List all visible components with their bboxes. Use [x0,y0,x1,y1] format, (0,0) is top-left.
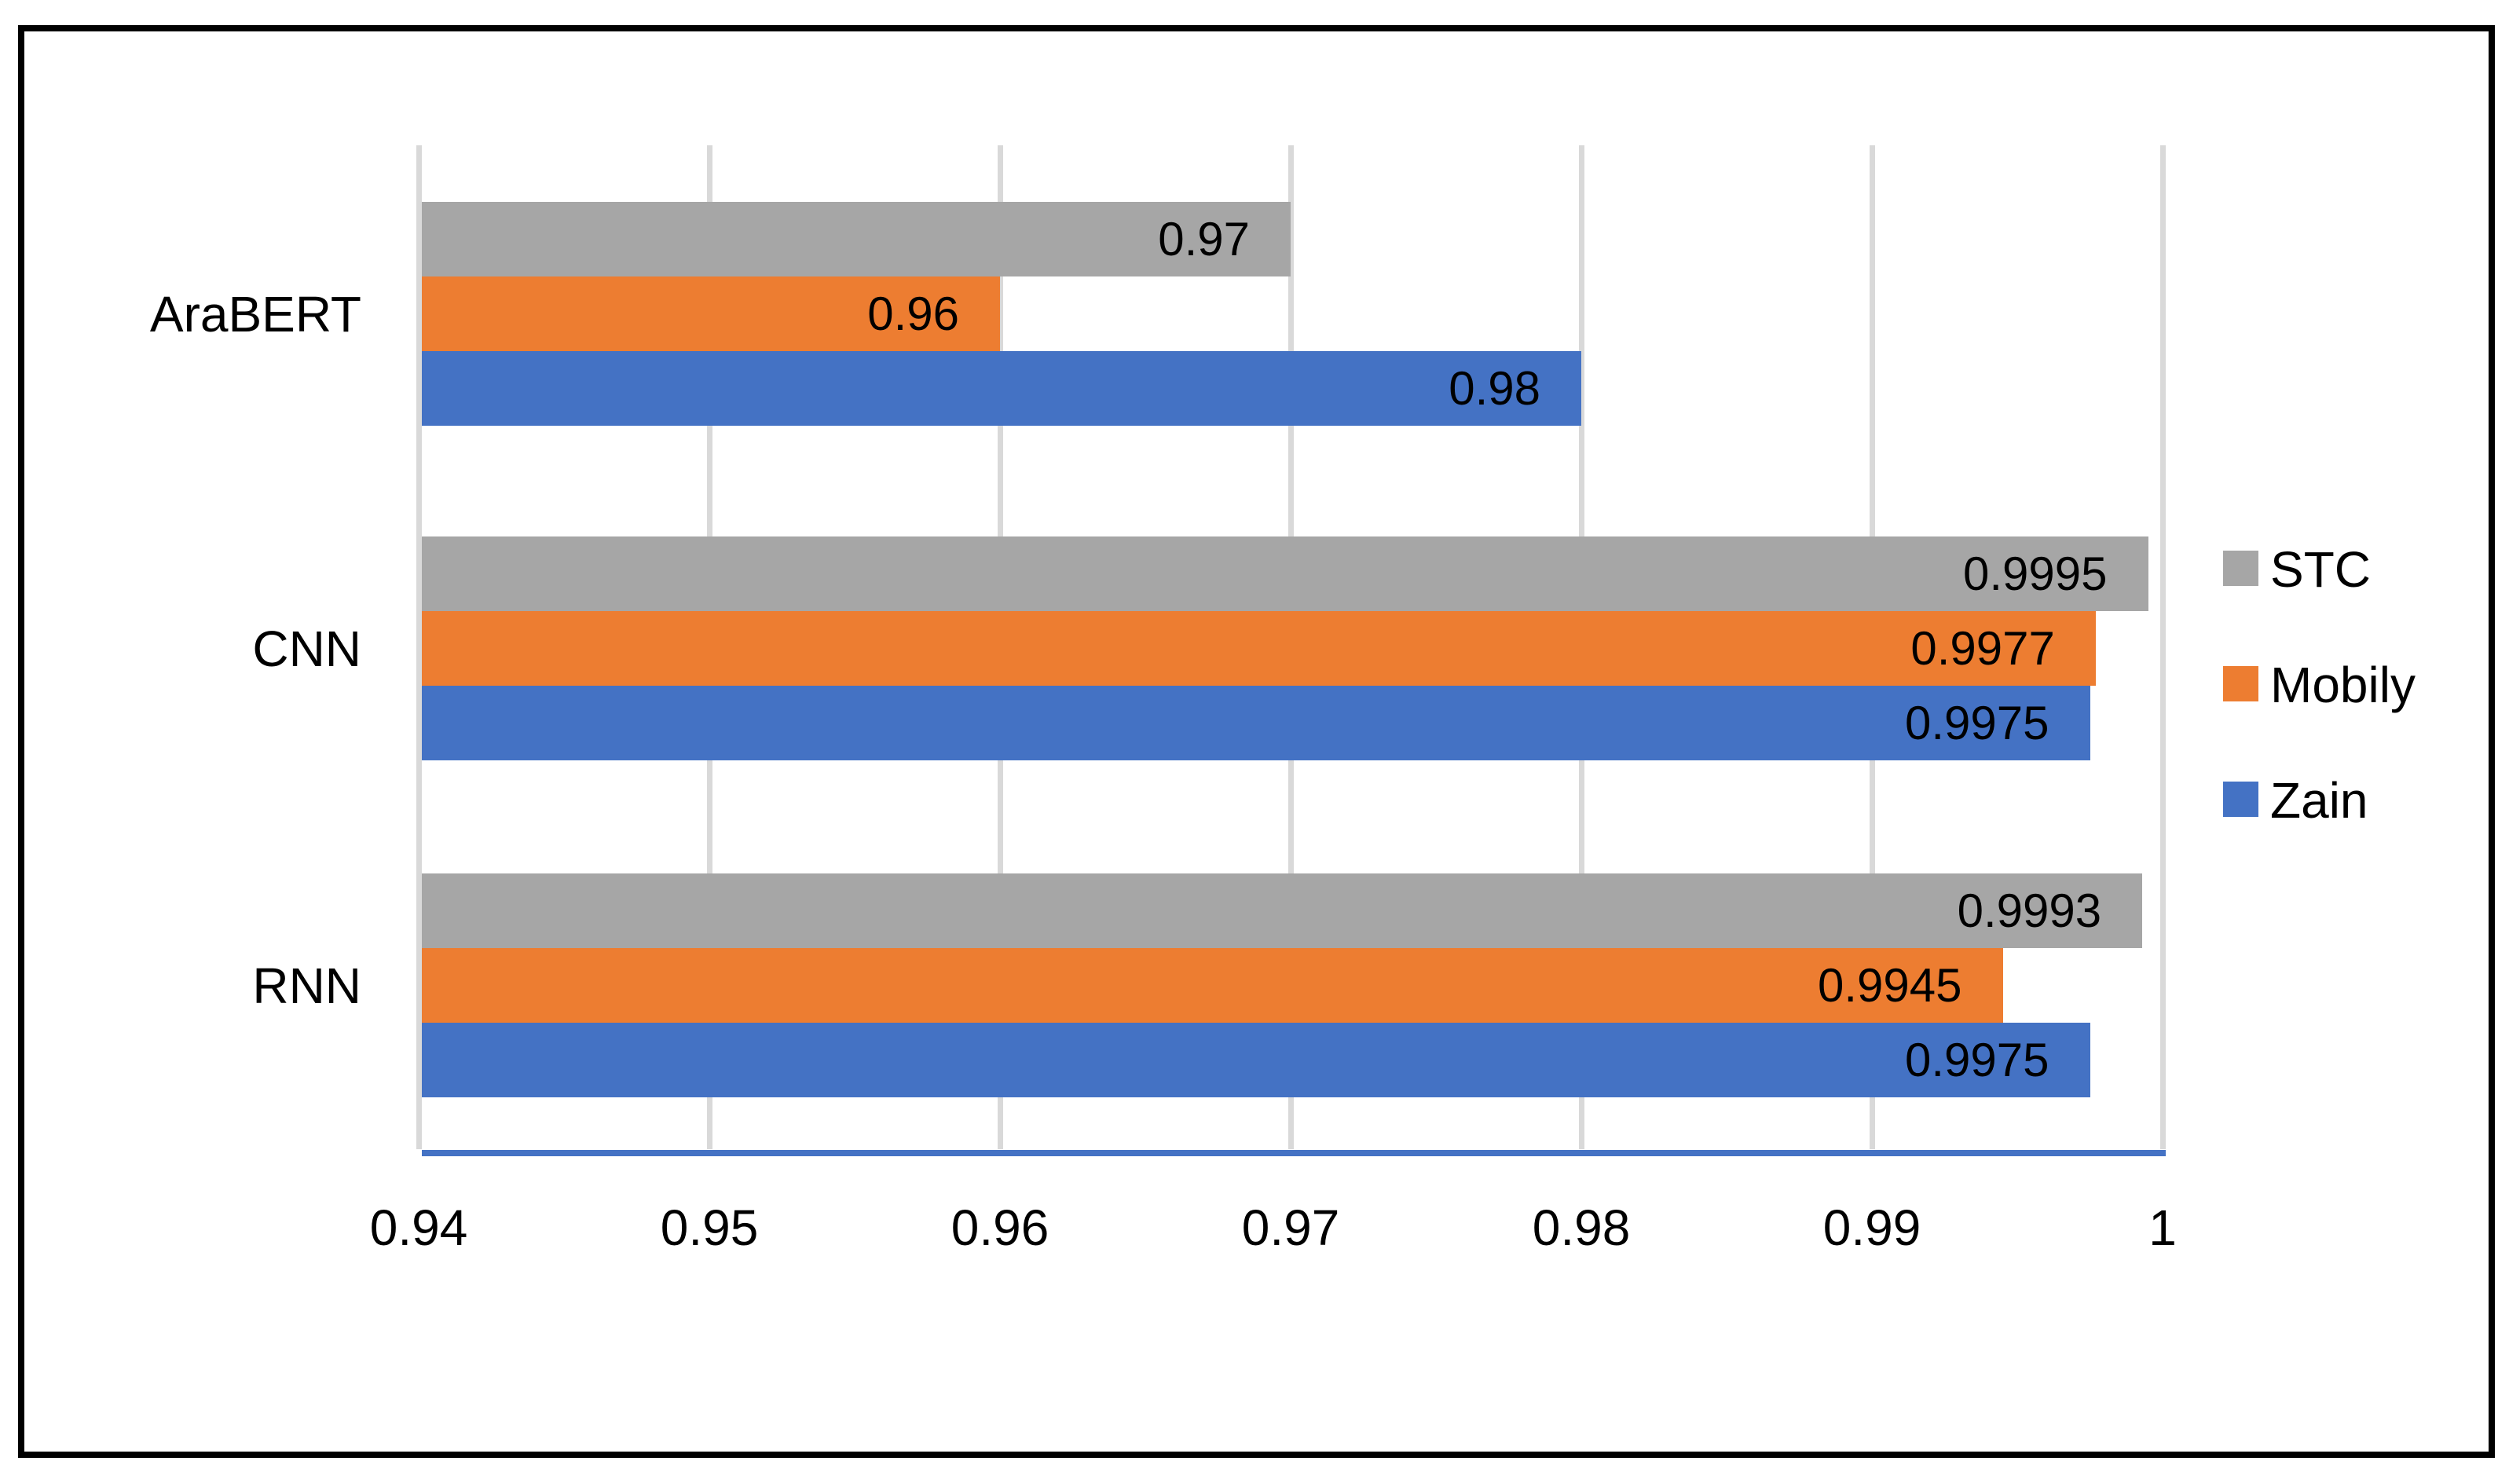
legend-label-stc: STC [2270,541,2371,598]
x-axis-tick-0.98: 0.98 [1532,1199,1631,1256]
gridline-0.94 [416,145,422,1149]
data-label-arabert-mobily: 0.96 [867,287,959,340]
data-label-rnn-mobily: 0.9945 [1817,959,1962,1012]
legend-swatch-zain [2223,782,2258,817]
bar-rnn-stc: 0.9993 [422,873,2143,948]
bar-cnn-mobily: 0.9977 [422,611,2096,686]
bar-arabert-zain: 0.98 [422,351,1581,426]
category-label-arabert: AraBERT [149,285,361,342]
gridline-1 [2159,145,2166,1149]
data-label-arabert-zain: 0.98 [1449,362,1540,415]
legend-label-mobily: Mobily [2270,657,2416,713]
data-label-rnn-zain: 0.9975 [1904,1034,2049,1086]
data-label-arabert-stc: 0.97 [1158,213,1250,265]
bar-arabert-stc: 0.97 [422,202,1291,276]
x-axis-tick-0.97: 0.97 [1241,1199,1340,1256]
data-label-cnn-mobily: 0.9977 [1910,622,2055,675]
x-axis-tick-0.99: 0.99 [1822,1199,1921,1256]
x-axis-tick-0.95: 0.95 [660,1199,759,1256]
x-axis-tick-0.96: 0.96 [950,1199,1049,1256]
data-label-cnn-stc: 0.9995 [1962,547,2108,600]
category-label-rnn: RNN [252,957,361,1014]
category-label-cnn: CNN [252,620,361,677]
x-axis-tick-1: 1 [2148,1199,2177,1256]
data-label-cnn-zain: 0.9975 [1904,697,2049,749]
legend-swatch-mobily [2223,666,2258,701]
bar-rnn-zain: 0.9975 [422,1023,2090,1097]
bar-cnn-zain: 0.9975 [422,686,2090,760]
bar-arabert-mobily: 0.96 [422,276,1000,351]
bar-rnn-mobily: 0.9945 [422,948,2003,1023]
legend-swatch-stc [2223,551,2258,586]
legend-label-zain: Zain [2270,772,2368,829]
x-axis-baseline [422,1150,2166,1156]
data-label-rnn-stc: 0.9993 [1957,884,2102,937]
bar-cnn-stc: 0.9995 [422,536,2148,611]
x-axis-tick-0.94: 0.94 [369,1199,468,1256]
